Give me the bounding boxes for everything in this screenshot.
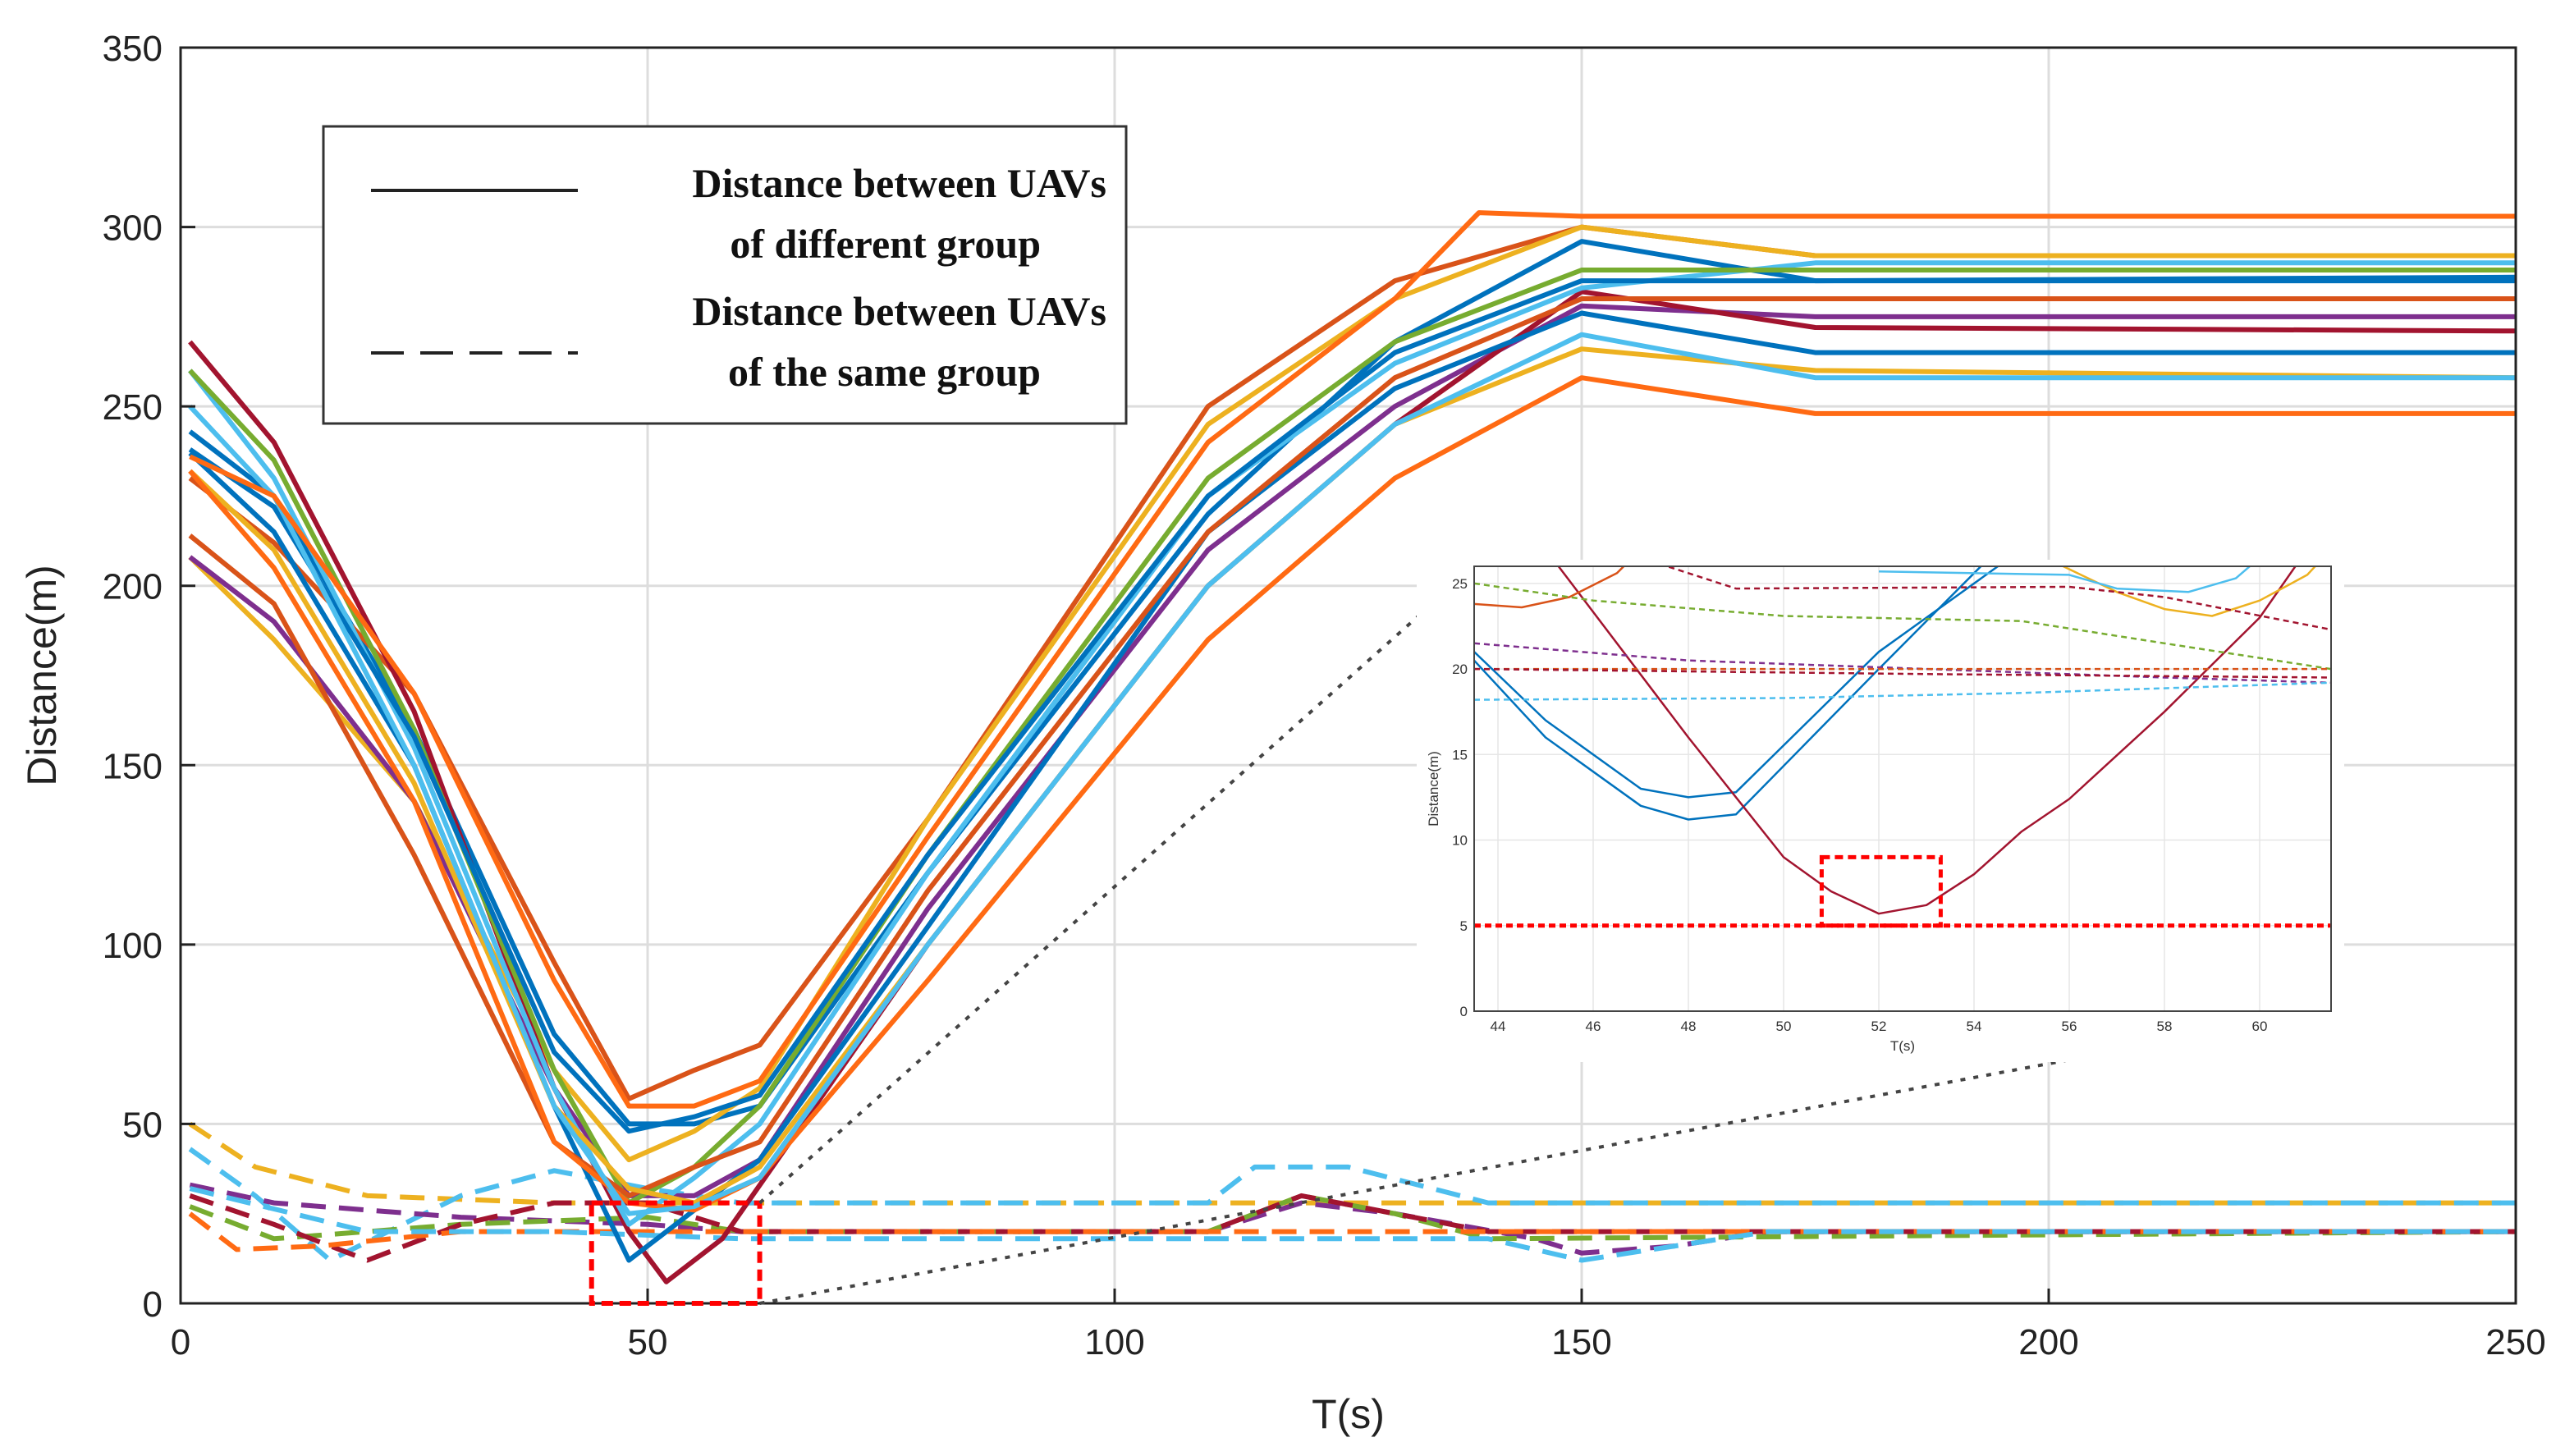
inset-y-tick-label: 25	[1452, 576, 1468, 592]
legend-box	[322, 125, 1128, 425]
inset-x-tick-label: 60	[2252, 1019, 2268, 1034]
inset-x-axis-label: T(s)	[1890, 1038, 1915, 1054]
y-tick-label: 200	[103, 567, 163, 607]
legend-solid-label-line1: Distance between UAVs	[692, 160, 1106, 206]
inset-x-tick-label: 48	[1681, 1019, 1697, 1034]
series-dashed-d7	[189, 1186, 2516, 1263]
inset-series-i4	[1474, 566, 1626, 609]
series-solid-s5	[188, 289, 2517, 1284]
series-solid-s8	[188, 268, 2516, 1206]
inset-series-i11	[1474, 667, 2331, 679]
inset-y-tick-label: 0	[1460, 1004, 1468, 1019]
inset-series-i12	[1474, 681, 2331, 701]
inset-series-i5	[2060, 566, 2317, 617]
inset-frame	[1473, 565, 2332, 1012]
inset-x-tick-label: 56	[2062, 1019, 2077, 1034]
inset-x-tick-label: 44	[1491, 1019, 1506, 1034]
series-solid-s14	[189, 210, 2516, 1109]
inset-y-tick-label: 15	[1452, 747, 1468, 762]
inset-y-axis-label: Distance(m)	[1426, 751, 1441, 826]
inset-y-tick-label: 10	[1452, 833, 1468, 849]
inset-series-i9	[1474, 642, 2331, 685]
series-solid-s10	[188, 296, 2516, 1198]
inset-y-tick-label: 5	[1460, 918, 1468, 934]
plot-frame	[179, 46, 2517, 1305]
inset-x-tick-label: 52	[1871, 1019, 1887, 1034]
series-dashed-d4	[189, 1193, 2517, 1242]
y-tick-label: 350	[103, 29, 163, 69]
legend-dashed-label-line2: of the same group	[728, 349, 1041, 395]
inset-x-tick-label: 58	[2157, 1019, 2173, 1034]
legend-dashed-label-line1: Distance between UAVs	[692, 288, 1106, 334]
inset-chart: 44 46 48 50 52 54 56 58 60 0 5 10 15 20 25 T(s) Distan…	[1417, 560, 2344, 1062]
series-dashed-d6	[188, 1211, 2516, 1252]
x-tick-label: 250	[2485, 1322, 2545, 1362]
y-tick-label: 250	[103, 387, 163, 428]
inset-y-tick-label: 20	[1452, 662, 1468, 677]
inset-background	[1417, 560, 2344, 1062]
inset-highlight-box	[1819, 854, 1943, 928]
inset-x-tick-label: 54	[1967, 1019, 1982, 1034]
main-series	[188, 210, 2517, 1284]
legend: Distance between UAVs of different group…	[322, 125, 1128, 425]
inset-x-tick-label: 46	[1586, 1019, 1601, 1034]
main-highlight-box	[589, 1200, 763, 1306]
legend-solid-label-line2: of different group	[730, 221, 1041, 267]
x-tick-label: 0	[171, 1322, 190, 1362]
y-axis-label: Distance(m)	[19, 565, 65, 785]
inset-series-i1	[1474, 566, 2000, 799]
inset-series	[1474, 566, 2331, 915]
y-tick-label: 300	[103, 208, 163, 249]
x-axis-label: T(s)	[1312, 1391, 1385, 1437]
y-tick-label: 150	[103, 746, 163, 786]
zoom-connector-top	[758, 565, 1476, 1205]
x-tick-label: 50	[628, 1322, 668, 1362]
y-tick-label: 50	[122, 1105, 163, 1145]
series-dashed-d5	[189, 1193, 2516, 1263]
inset-series-i8	[1664, 566, 2331, 631]
series-solid-s7	[188, 260, 2516, 1227]
series-solid-s11	[188, 346, 2517, 1206]
y-tick-label: 0	[143, 1284, 163, 1325]
inset-x-tick-label: 50	[1776, 1019, 1792, 1034]
inset-ticks: 44 46 48 50 52 54 56 58 60 0 5 10 15 20 25	[1452, 576, 2267, 1034]
x-tick-label: 200	[2018, 1322, 2078, 1362]
series-dashed-d1	[188, 1121, 2516, 1206]
series-dashed-d3	[189, 1182, 2516, 1256]
inset-series-i6	[1878, 566, 2251, 593]
series-solid-s13	[188, 332, 2516, 1216]
series-dashed-d2	[188, 1147, 2516, 1263]
series-solid-s9	[188, 278, 2516, 1134]
zoom-connector-bottom	[759, 1010, 2332, 1305]
inset-series-i7	[1474, 582, 2331, 671]
x-tick-label: 100	[1084, 1322, 1144, 1362]
inset-series-i3	[1557, 566, 2297, 915]
x-tick-label: 150	[1551, 1322, 1611, 1362]
y-tick-label: 100	[103, 926, 163, 966]
